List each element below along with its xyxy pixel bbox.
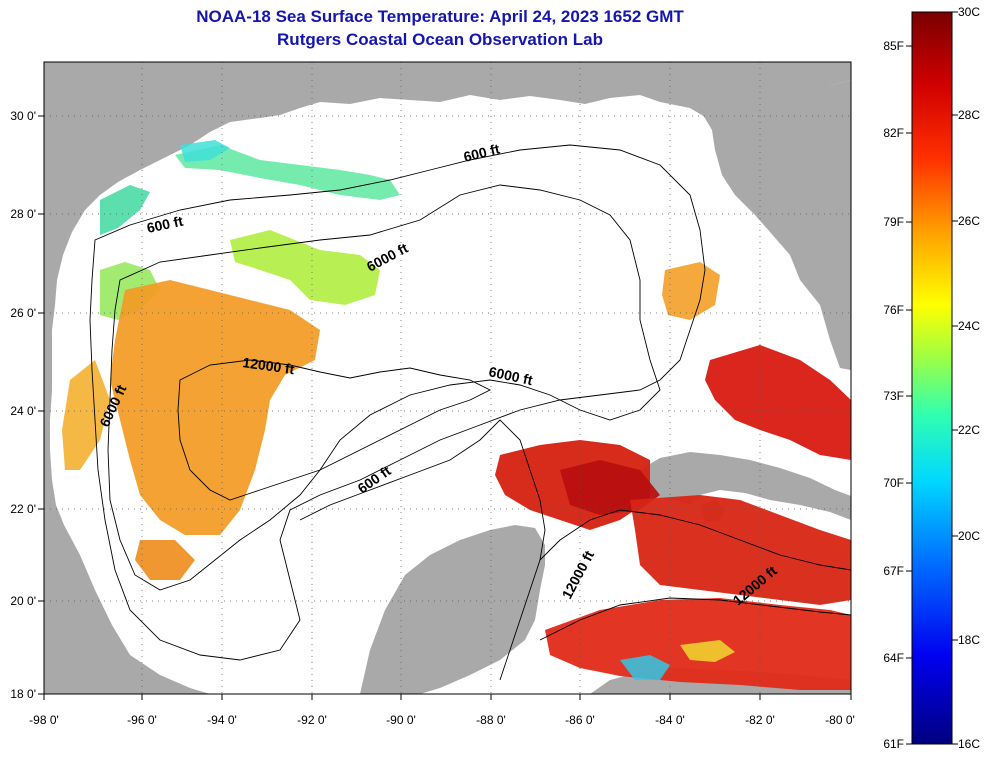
colorbar-c-18: 18C [958, 633, 980, 647]
contour-600ft [89, 144, 706, 661]
map-subtitle: Rutgers Coastal Ocean Observation Lab [277, 30, 603, 49]
lon-label-90: -90 0' [386, 713, 416, 727]
lon-label-96: -96 0' [127, 713, 157, 727]
contour-caribbean-2 [539, 597, 851, 641]
lon-label-86: -86 0' [565, 713, 595, 727]
colorbar-ticks [906, 11, 958, 745]
colorbar-f-85: 85F [883, 39, 904, 53]
contour-caribbean [539, 509, 851, 571]
colorbar-c-30: 30C [958, 5, 980, 19]
land-florida [700, 80, 851, 370]
sst-patch-orange-sw [135, 540, 195, 580]
contour-yucatan-shelf [299, 419, 546, 681]
colorbar-f-73: 73F [883, 389, 904, 403]
colorbar-f-79: 79F [883, 215, 904, 229]
lat-label-22: 22 0' [10, 502, 36, 516]
sst-patch-cyan-nw [180, 140, 230, 162]
lon-label-94: -94 0' [207, 713, 237, 727]
lat-label-18: 18 0' [10, 687, 36, 701]
land-texas-mexico [44, 62, 851, 694]
lon-label-82: -82 0' [745, 713, 775, 727]
lon-label-80: -80 0' [825, 713, 855, 727]
contour-6000ft [107, 184, 661, 591]
axis-ticks [38, 115, 852, 700]
lon-label-98: -98 0' [29, 713, 59, 727]
colorbar-f-67: 67F [883, 564, 904, 578]
sst-patch-orange-e [662, 262, 720, 320]
sst-patch-yellow-south [680, 640, 735, 662]
sst-patch-red-caribbean [630, 495, 851, 605]
colorbar-f-61: 61F [883, 737, 904, 751]
map-title: NOAA-18 Sea Surface Temperature: April 2… [196, 7, 684, 26]
lat-label-24: 24 0' [10, 404, 36, 418]
lon-label-88: -88 0' [476, 713, 506, 727]
sst-patch-cool-louisiana [175, 145, 400, 200]
contour-12000ft [177, 359, 492, 501]
sst-patch-cool-texas [100, 185, 150, 235]
colorbar-c-28: 28C [958, 108, 980, 122]
sst-patch-green-central [230, 230, 380, 305]
colorbar-f-82: 82F [883, 126, 904, 140]
lon-label-92: -92 0' [297, 713, 327, 727]
sst-patch-orange-wedge [62, 360, 110, 470]
contour-label-600-west: 600 ft [145, 213, 184, 236]
colorbar-f-76: 76F [883, 303, 904, 317]
lat-label-28: 28 0' [10, 207, 36, 221]
colorbar-c-24: 24C [958, 319, 980, 333]
colorbar-f-64: 64F [883, 651, 904, 665]
land-yucatan [360, 525, 545, 694]
lat-label-26: 26 0' [10, 306, 36, 320]
colorbar-c-26: 26C [958, 214, 980, 228]
colorbar-c-22: 22C [958, 423, 980, 437]
colorbar-f-70: 70F [883, 476, 904, 490]
graticule [44, 62, 851, 694]
contour-label-12000-west: 12000 ft [242, 354, 296, 377]
sst-patch-red-florida-straits [705, 345, 851, 460]
sst-colorbar [911, 11, 953, 745]
colorbar-c-20: 20C [958, 529, 980, 543]
land-cuba [640, 452, 851, 520]
lat-label-20: 20 0' [10, 594, 36, 608]
sst-patch-orange-west [110, 280, 320, 535]
colorbar-c-16: 16C [958, 737, 980, 751]
lat-label-30: 30 0' [10, 109, 36, 123]
lon-label-84: -84 0' [655, 713, 685, 727]
sst-patch-cool-south [620, 655, 670, 680]
